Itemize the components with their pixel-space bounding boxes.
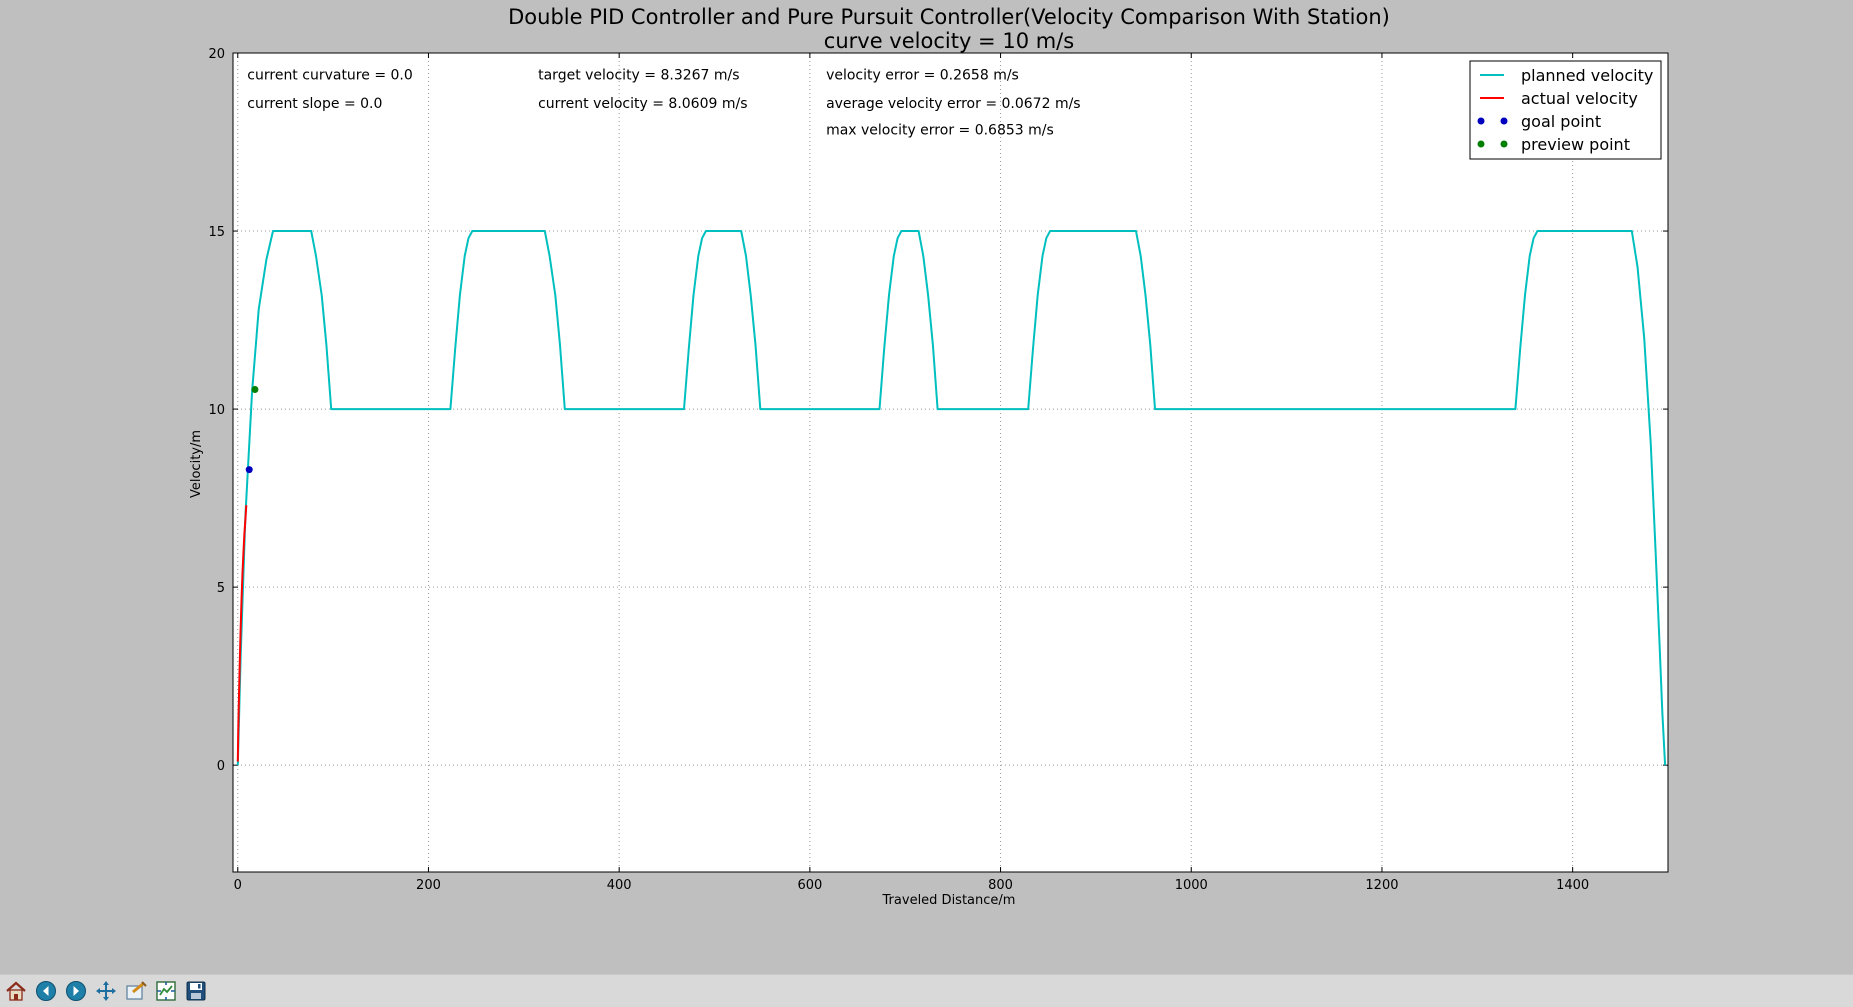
back-button[interactable] <box>32 977 60 1005</box>
x-tick-label: 800 <box>988 878 1013 893</box>
plot-area <box>233 53 1668 872</box>
legend: planned velocity actual velocity goal po… <box>1469 60 1662 160</box>
legend-marker-goal-point-b <box>1500 117 1508 125</box>
x-axis-label: Traveled Distance/m <box>882 893 1016 908</box>
legend-label-goal-point: goal point <box>1521 112 1601 131</box>
annotation-text: target velocity = 8.3267 m/s <box>538 67 739 83</box>
x-tick-label: 400 <box>607 878 632 893</box>
chart-title: Double PID Controller and Pure Pursuit C… <box>508 5 1390 29</box>
series-layer <box>236 230 1667 766</box>
legend-label-preview-point: preview point <box>1521 135 1630 154</box>
x-tick-label: 200 <box>416 878 441 893</box>
velocity-figure: Double PID Controller and Pure Pursuit C… <box>189 5 1669 908</box>
legend-marker-goal-point-a <box>1477 117 1485 125</box>
y-tick-label: 20 <box>208 47 225 62</box>
annotation-text: max velocity error = 0.6853 m/s <box>826 123 1054 139</box>
series-line-planned-velocity <box>236 230 1667 766</box>
y-tick-label: 0 <box>217 759 225 774</box>
y-tick-label: 10 <box>208 403 225 418</box>
subplots-icon <box>156 981 176 1001</box>
back-icon <box>36 981 56 1001</box>
legend-marker-preview-point-a <box>1477 140 1485 148</box>
subplots-button[interactable] <box>152 977 180 1005</box>
x-tick-label: 1200 <box>1365 878 1398 893</box>
forward-button[interactable] <box>62 977 90 1005</box>
x-tick-label: 1400 <box>1556 878 1589 893</box>
zoom-button[interactable] <box>122 977 150 1005</box>
grid <box>233 52 1668 872</box>
y-axis-label: Velocity/m <box>189 430 204 498</box>
legend-marker-preview-point-b <box>1500 140 1508 148</box>
annotation-text: current slope = 0.0 <box>247 96 382 112</box>
annotations: current curvature = 0.0 current slope = 0… <box>247 67 1080 138</box>
point-goal-point <box>245 466 253 474</box>
x-tick-label: 600 <box>797 878 822 893</box>
series-line-actual-velocity <box>236 505 248 762</box>
annotation-text: current velocity = 8.0609 m/s <box>538 96 747 112</box>
pan-button[interactable] <box>92 977 120 1005</box>
save-button[interactable] <box>182 977 210 1005</box>
axis-ticks: 0 200 400 600 800 1000 1200 1400 0 5 10 15 20 <box>208 47 1668 893</box>
plot-frame <box>232 52 1669 873</box>
chart-subtitle: curve velocity = 10 m/s <box>824 29 1074 53</box>
legend-label-actual-velocity: actual velocity <box>1521 89 1638 108</box>
home-button[interactable] <box>2 977 30 1005</box>
annotation-text: average velocity error = 0.0672 m/s <box>826 96 1081 112</box>
forward-icon <box>66 981 86 1001</box>
x-tick-label: 0 <box>234 878 242 893</box>
annotation-text: velocity error = 0.2658 m/s <box>826 67 1019 83</box>
home-icon <box>6 981 26 1001</box>
x-tick-label: 1000 <box>1175 878 1208 893</box>
zoom-icon <box>126 981 147 1000</box>
pan-icon <box>96 981 116 1001</box>
annotation-text: current curvature = 0.0 <box>247 67 412 83</box>
save-icon <box>186 981 206 1001</box>
y-tick-label: 15 <box>208 225 225 240</box>
legend-label-planned-velocity: planned velocity <box>1521 66 1653 85</box>
point-preview-point <box>251 386 259 394</box>
y-tick-label: 5 <box>217 581 225 596</box>
navigation-toolbar <box>0 974 1853 1007</box>
